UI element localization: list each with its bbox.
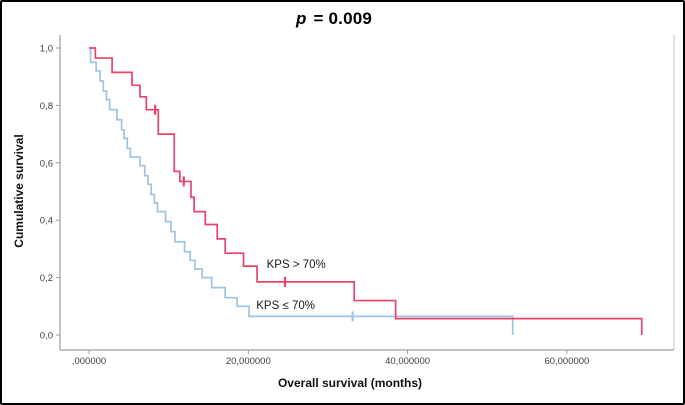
x-tick-label: 20,000000: [226, 356, 271, 367]
series-label-kps-gt-70: KPS > 70%: [266, 258, 326, 271]
y-tick-label: 0,8: [40, 101, 53, 112]
x-tick-label: 40,000000: [385, 356, 430, 367]
km-curve-series-0: [89, 47, 643, 335]
x-axis-title: Overall survival (months): [277, 376, 423, 390]
km-curve-series-1: [89, 47, 514, 335]
p-value: = 0.009: [308, 9, 373, 28]
x-tick-label: 60,000000: [544, 356, 589, 367]
chart-title: p = 0.009: [2, 9, 666, 29]
y-tick-label: 0,6: [40, 158, 53, 169]
p-symbol: p: [295, 9, 307, 28]
x-tick-label: ,000000: [72, 356, 106, 367]
y-tick-label: 1,0: [40, 44, 53, 55]
y-tick-label: 0,4: [40, 216, 53, 227]
y-tick-label: 0,2: [40, 273, 53, 284]
y-tick-label: 0,0: [40, 331, 53, 342]
series-label-kps-le-70: KPS ≤ 70%: [256, 300, 315, 313]
